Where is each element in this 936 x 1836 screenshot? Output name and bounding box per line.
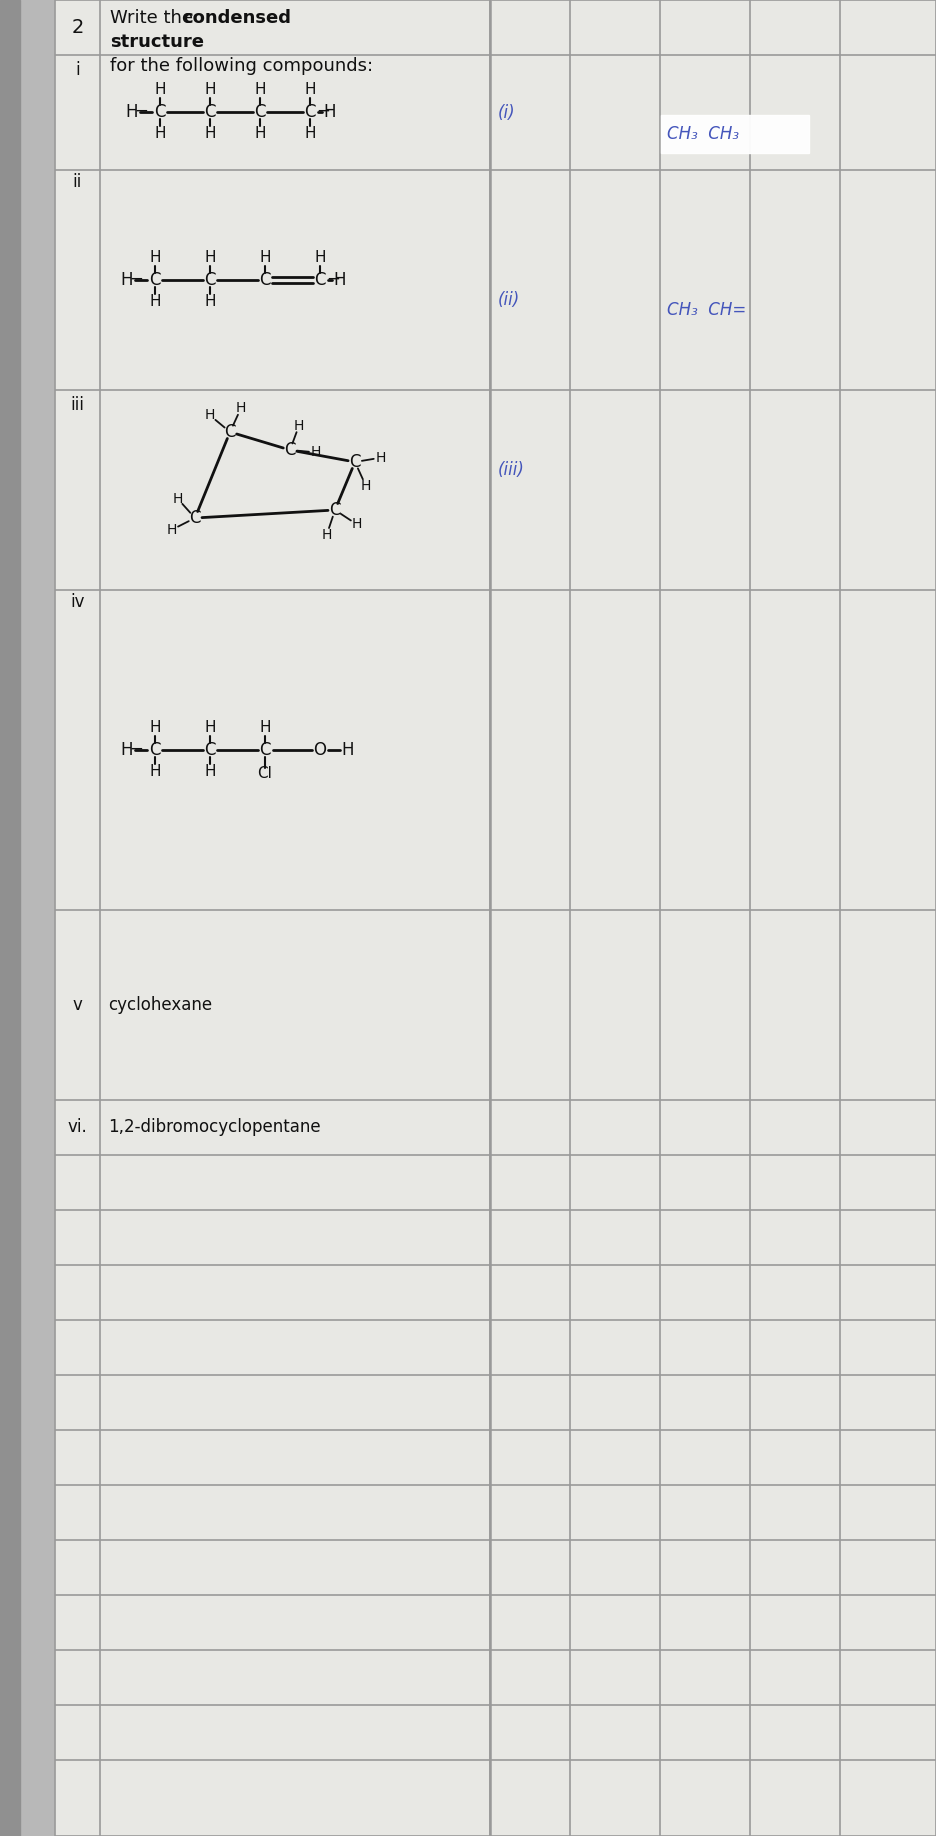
Text: structure: structure [110, 33, 204, 51]
Text: H: H [121, 742, 133, 758]
Text: H: H [149, 250, 161, 266]
Text: H: H [334, 272, 346, 288]
Text: H: H [324, 103, 336, 121]
Text: (ii): (ii) [498, 290, 520, 308]
Text: C: C [154, 103, 166, 121]
Text: H: H [342, 742, 354, 758]
Text: condensed: condensed [182, 9, 291, 28]
Text: iii: iii [70, 397, 84, 413]
Text: H: H [204, 720, 216, 736]
Text: C: C [189, 509, 200, 527]
Text: vi.: vi. [67, 1118, 87, 1136]
Bar [0, 0, 55, 1836]
Text: H: H [322, 527, 332, 542]
Text: cyclohexane: cyclohexane [108, 995, 212, 1013]
Text: H: H [204, 764, 216, 780]
Text: H: H [375, 450, 386, 465]
Text: C: C [285, 441, 296, 459]
Text: CH₃  CH₃: CH₃ CH₃ [667, 125, 739, 143]
Text: v: v [73, 995, 82, 1013]
Text: H: H [204, 83, 216, 97]
Text: C: C [349, 453, 360, 472]
Text: H: H [259, 720, 271, 736]
Text: −: − [129, 740, 143, 758]
Text: C: C [149, 742, 161, 758]
Text: C: C [304, 103, 315, 121]
Text: (iii): (iii) [498, 461, 525, 479]
Text: O: O [314, 742, 327, 758]
Text: −: − [326, 270, 340, 288]
Text: H: H [125, 103, 139, 121]
Text: 2: 2 [71, 18, 83, 37]
Text: H: H [294, 419, 304, 433]
Text: −: − [129, 270, 143, 288]
Text: −: − [316, 103, 329, 119]
Text: (i): (i) [498, 103, 516, 121]
Text: ii: ii [73, 173, 82, 191]
Text: H: H [167, 523, 177, 536]
Text: H: H [352, 518, 362, 531]
Text: C: C [255, 103, 266, 121]
Text: H: H [204, 294, 216, 310]
Text: C: C [259, 272, 271, 288]
Text: H: H [311, 446, 321, 459]
Text: H: H [154, 127, 166, 141]
Text: C: C [259, 742, 271, 758]
Text: C: C [149, 272, 161, 288]
Text: H: H [149, 764, 161, 780]
Text: H: H [149, 294, 161, 310]
Text: H: H [236, 402, 246, 415]
Bar [661, 116, 809, 152]
Text: H: H [255, 127, 266, 141]
Text: H: H [360, 479, 371, 492]
Bar [0, 0, 20, 1836]
Text: for the following compounds:: for the following compounds: [110, 57, 373, 75]
Text: −: − [134, 103, 148, 119]
Text: C: C [314, 272, 326, 288]
Text: CH₃  CH=: CH₃ CH= [667, 301, 746, 319]
Text: iv: iv [70, 593, 85, 611]
Text: H: H [205, 408, 215, 422]
Text: C: C [329, 501, 341, 520]
Text: H: H [304, 127, 315, 141]
Text: C: C [204, 272, 216, 288]
Text: i: i [75, 61, 80, 79]
Text: Write the: Write the [110, 9, 198, 28]
Text: H: H [259, 250, 271, 266]
Text: C: C [204, 742, 216, 758]
Text: Cl: Cl [257, 766, 272, 782]
Text: H: H [204, 127, 216, 141]
Text: H: H [304, 83, 315, 97]
Text: H: H [255, 83, 266, 97]
Text: C: C [225, 422, 236, 441]
Text: H: H [172, 492, 183, 505]
Text: H: H [121, 272, 133, 288]
Text: C: C [204, 103, 216, 121]
Text: H: H [154, 83, 166, 97]
Text: H: H [149, 720, 161, 736]
Text: 1,2-dibromocyclopentane: 1,2-dibromocyclopentane [108, 1118, 321, 1136]
Text: H: H [204, 250, 216, 266]
Text: H: H [314, 250, 326, 266]
